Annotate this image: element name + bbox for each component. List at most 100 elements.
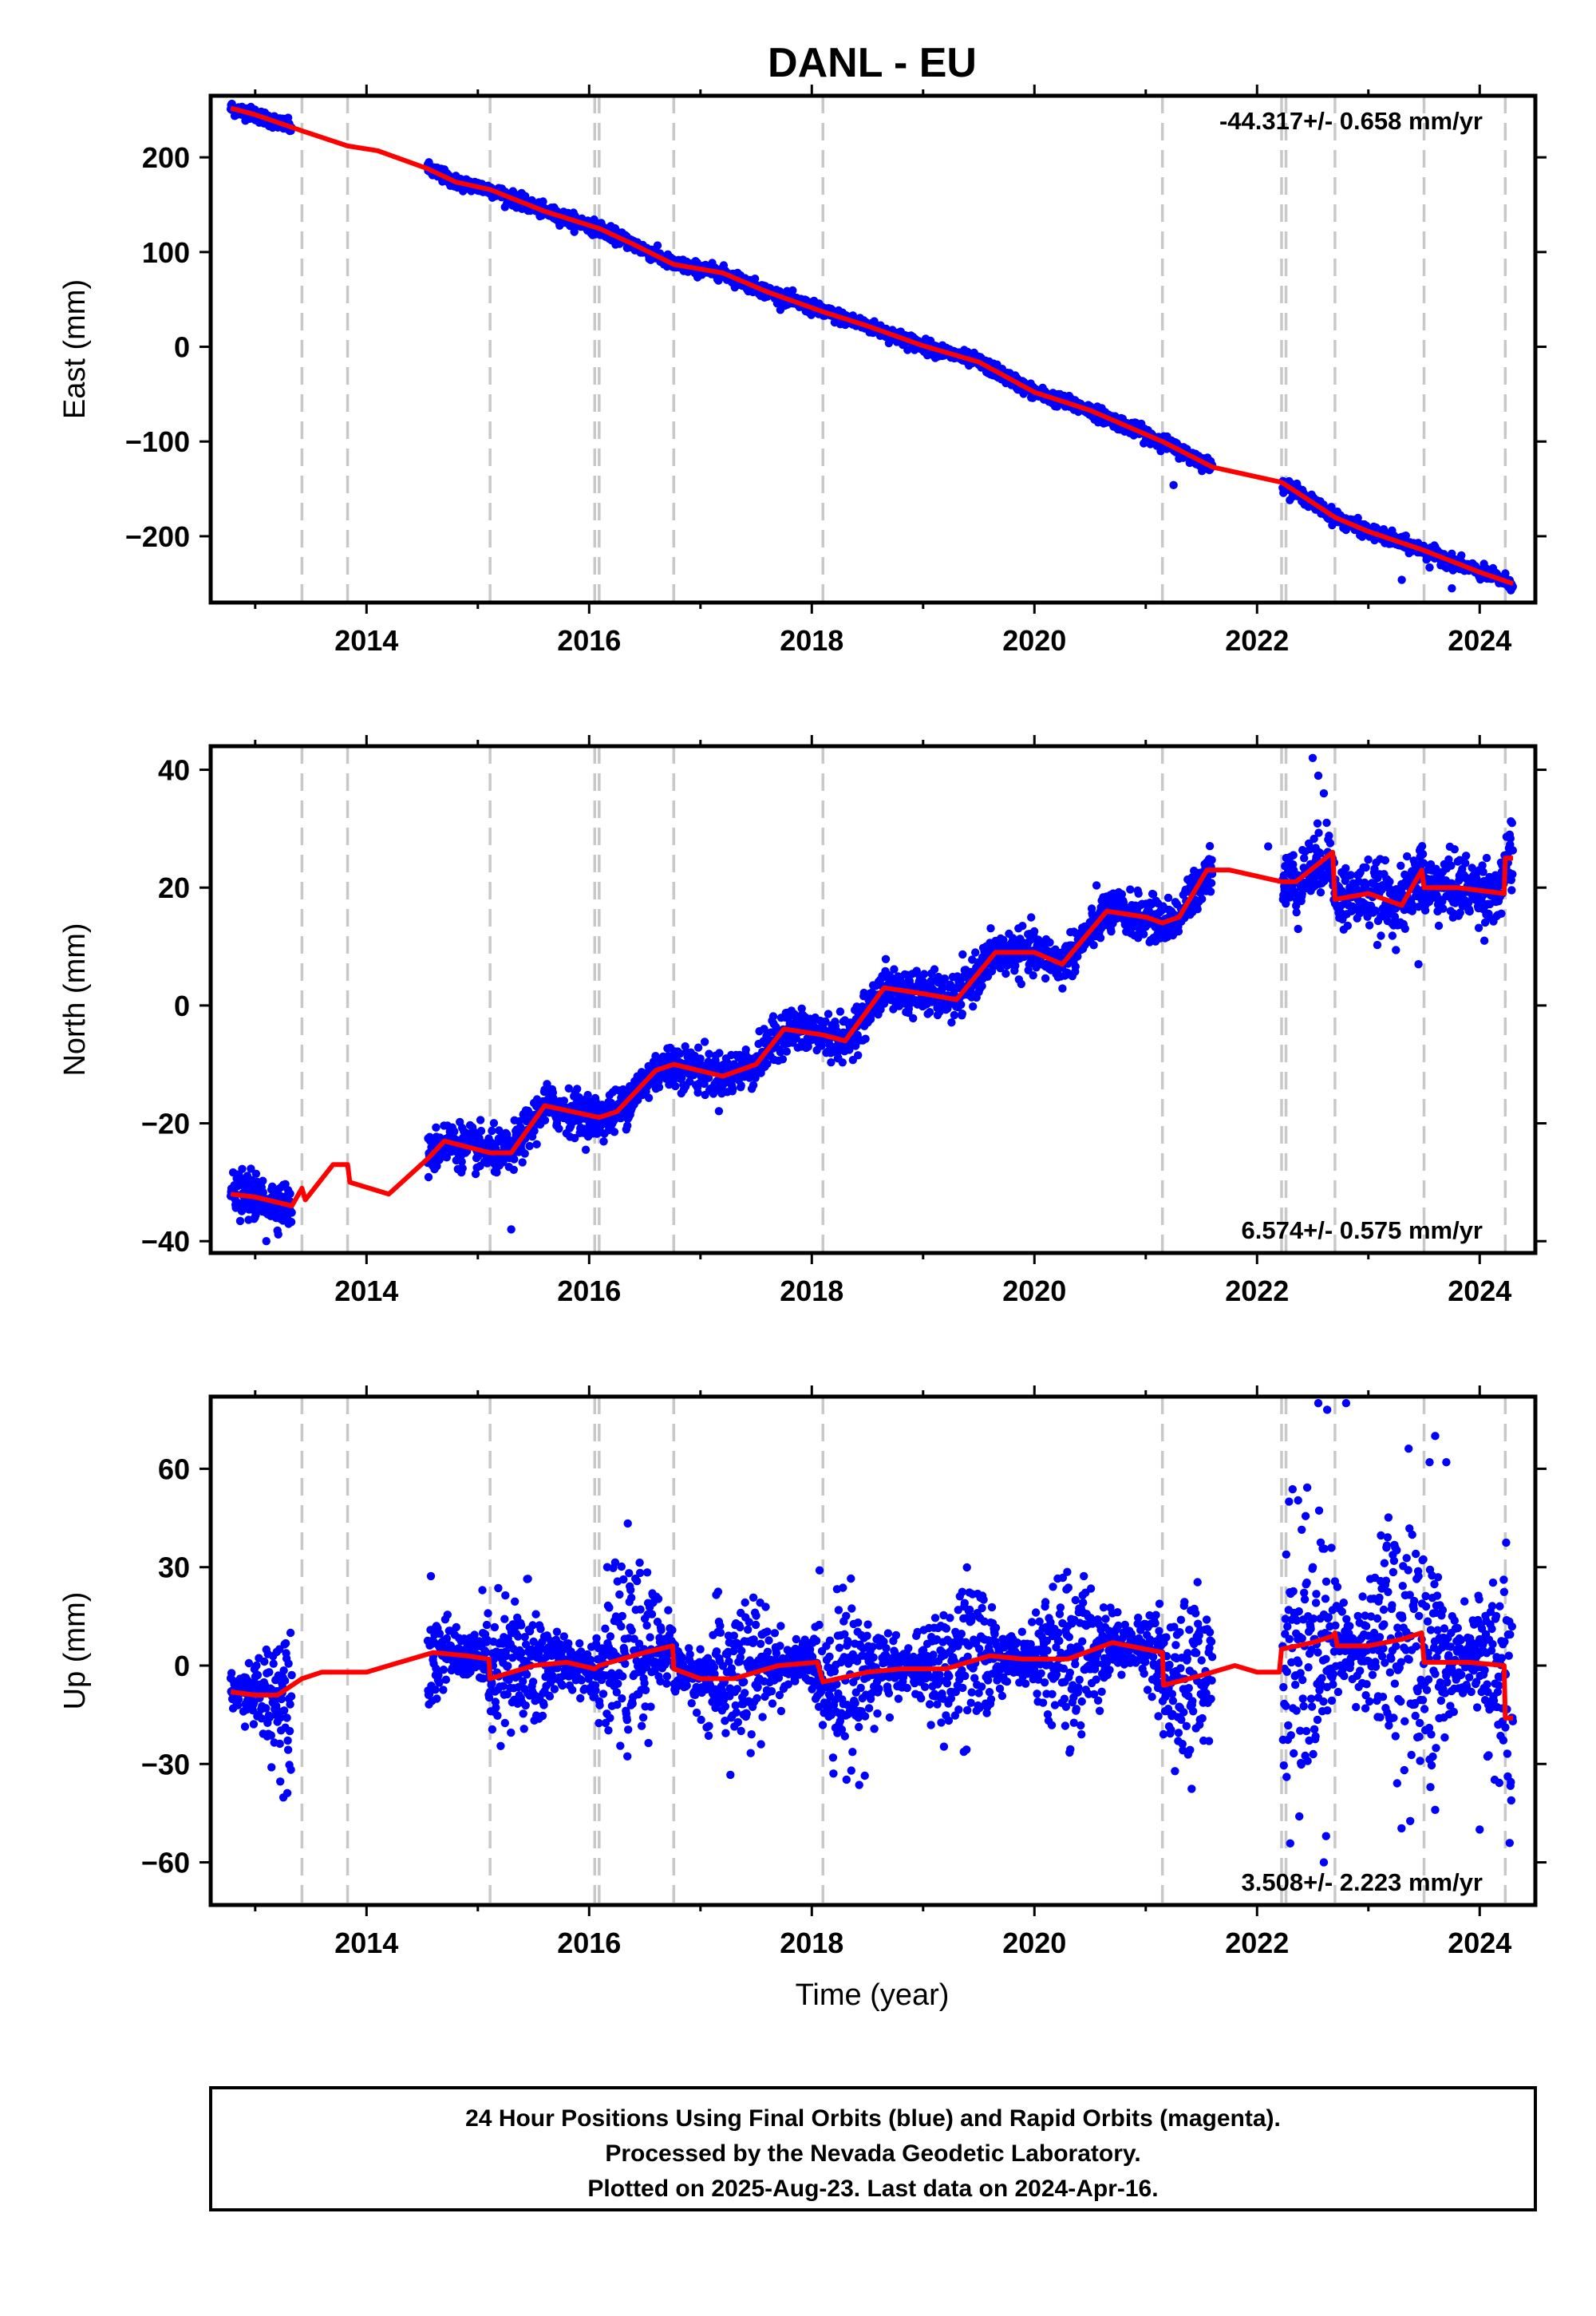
data-point xyxy=(792,1034,800,1043)
data-point xyxy=(797,1004,806,1014)
y-tick-label: 200 xyxy=(142,141,190,174)
data-point xyxy=(1092,881,1101,890)
data-point xyxy=(782,1047,791,1056)
data-point xyxy=(838,1058,847,1067)
y-tick-label: 100 xyxy=(142,236,190,269)
data-point xyxy=(1198,895,1207,903)
data-point xyxy=(693,1043,703,1052)
data-point xyxy=(671,1081,680,1091)
data-point xyxy=(1117,890,1127,899)
y-tick-label: 0 xyxy=(174,331,190,364)
panel-east: 2014 2016 2018 2020 2022 2024−200−1000100200E… xyxy=(58,85,1547,657)
data-point xyxy=(555,1124,563,1133)
figure-title: DANL - EU xyxy=(768,40,977,86)
data-point xyxy=(1148,890,1158,899)
y-tick-label: −200 xyxy=(125,520,190,553)
data-point xyxy=(450,1127,459,1136)
data-point xyxy=(971,948,980,957)
data-point xyxy=(1140,930,1148,939)
data-point xyxy=(237,1207,247,1215)
x-tick-label: 2024 xyxy=(1448,624,1511,657)
data-point xyxy=(259,1176,267,1185)
data-point xyxy=(788,286,797,295)
x-axis: 2014 2016 2018 2020 2022 2024 xyxy=(254,85,1511,657)
model-fit-line xyxy=(230,105,1515,587)
data-point xyxy=(1289,851,1298,860)
data-point xyxy=(470,1128,479,1137)
data-point xyxy=(986,924,995,933)
data-point xyxy=(510,1155,519,1164)
data-point xyxy=(581,1145,591,1154)
panel-north: 2014 2016 2018 2020 2022 2024−40−2002040North… xyxy=(58,735,1547,1307)
data-point xyxy=(583,1090,592,1100)
data-point xyxy=(543,1080,551,1089)
data-point xyxy=(817,1041,826,1050)
data-point xyxy=(804,1042,812,1051)
data-point xyxy=(969,1002,978,1011)
data-point xyxy=(540,1116,550,1125)
data-point xyxy=(610,1128,619,1136)
data-point xyxy=(676,1049,685,1058)
data-point xyxy=(287,1208,296,1217)
data-point xyxy=(1174,927,1183,936)
data-point xyxy=(1001,969,1010,978)
data-point xyxy=(918,977,927,986)
data-point xyxy=(471,1169,480,1179)
data-point xyxy=(274,1230,282,1239)
data-point xyxy=(1294,924,1302,934)
data-point xyxy=(861,1034,870,1043)
data-point xyxy=(488,1126,496,1136)
data-point xyxy=(286,1218,296,1227)
plot-frame xyxy=(208,93,1538,605)
data-point xyxy=(1089,941,1098,950)
data-point xyxy=(1073,952,1082,961)
data-point xyxy=(492,1168,501,1177)
x-tick-label: 2016 xyxy=(557,624,621,657)
x-tick-label: 2022 xyxy=(1225,624,1289,657)
data-point xyxy=(729,1085,737,1093)
data-point xyxy=(950,1010,959,1020)
x-tick-label: 2018 xyxy=(780,624,843,657)
data-point xyxy=(714,1107,724,1116)
data-point xyxy=(693,1088,702,1097)
data-point xyxy=(1107,927,1116,936)
data-point xyxy=(776,1048,785,1057)
data-point xyxy=(999,935,1008,945)
data-point xyxy=(1058,984,1067,993)
data-point xyxy=(599,1137,608,1146)
data-point xyxy=(424,1172,433,1182)
data-point xyxy=(1163,893,1173,903)
data-point xyxy=(530,1126,539,1136)
data-point xyxy=(737,1081,745,1090)
data-point xyxy=(827,1058,836,1067)
data-point xyxy=(532,1140,541,1149)
data-point xyxy=(1205,842,1215,851)
data-point xyxy=(1018,922,1027,931)
data-point xyxy=(1353,513,1362,523)
data-point xyxy=(1027,913,1036,922)
data-point xyxy=(685,1077,694,1086)
data-point xyxy=(715,1049,724,1057)
data-point xyxy=(957,1000,966,1010)
data-point xyxy=(654,1083,664,1092)
data-point xyxy=(539,197,547,206)
data-point xyxy=(978,982,986,990)
data-point xyxy=(778,1055,788,1064)
data-point xyxy=(432,1123,440,1132)
data-point xyxy=(881,954,891,964)
data-point xyxy=(442,1153,451,1162)
data-point xyxy=(518,1158,527,1167)
data-point xyxy=(925,1008,934,1017)
velocity-label: -44.317+/- 0.658 mm/yr xyxy=(1219,107,1483,135)
y-axis-label: East (mm) xyxy=(58,279,92,419)
data-point xyxy=(1134,889,1143,898)
data-point xyxy=(520,1149,529,1158)
x-tick-label: 2014 xyxy=(334,624,398,657)
data-point xyxy=(238,1164,247,1174)
panels: 2014 2016 2018 2020 2022 2024−200−1000100200E… xyxy=(58,85,1547,1959)
data-point xyxy=(1401,532,1411,540)
data-point xyxy=(251,1211,260,1219)
data-point xyxy=(251,1169,261,1179)
